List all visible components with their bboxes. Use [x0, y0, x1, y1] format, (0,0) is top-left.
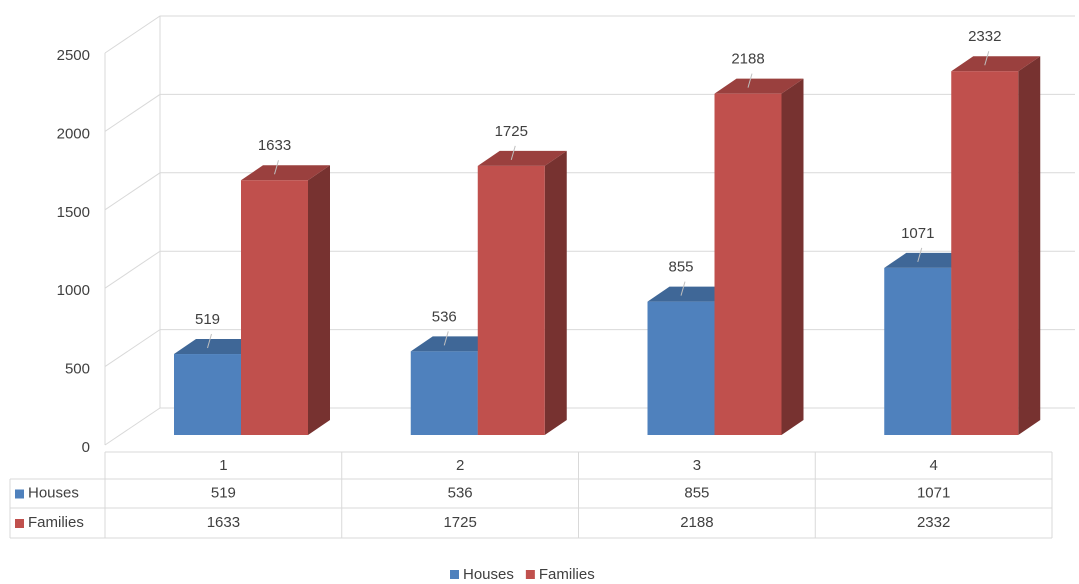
bar	[714, 93, 782, 435]
legend-label: Houses	[463, 566, 514, 583]
leader-line	[747, 73, 753, 88]
table-value: 855	[684, 484, 709, 501]
leader-line	[984, 51, 990, 66]
table-value: 1725	[443, 514, 476, 531]
x-tick-label: 4	[929, 457, 937, 474]
bar-side	[781, 78, 804, 435]
legend-key	[525, 570, 535, 579]
data-label: 1071	[901, 225, 934, 242]
y-tick-label: 1500	[57, 204, 90, 221]
legend-label: Families	[539, 566, 595, 583]
bar-top	[477, 150, 567, 166]
bar-side	[308, 165, 330, 435]
y-tick-label: 0	[82, 439, 90, 456]
table-value: 2332	[917, 514, 950, 531]
bar-top	[884, 252, 974, 268]
bar	[174, 354, 241, 435]
legend-key	[450, 570, 459, 579]
bar-top	[241, 165, 330, 181]
bar-top	[410, 336, 500, 352]
x-tick-label: 2	[456, 457, 464, 474]
data-label: 2332	[968, 28, 1001, 45]
bar-side	[544, 150, 567, 435]
bar	[241, 180, 308, 435]
data-label: 1633	[258, 137, 291, 154]
data-label: 1725	[495, 123, 528, 140]
bar	[951, 71, 1019, 435]
data-label: 2188	[731, 51, 764, 68]
x-tick-label: 1	[219, 457, 227, 474]
bar-top	[951, 56, 1041, 72]
grid-line	[104, 93, 1075, 132]
table-value: 2188	[680, 514, 713, 531]
bar-top	[647, 286, 737, 302]
data-label: 536	[432, 308, 457, 325]
table-series-name: Families	[28, 514, 84, 531]
y-tick-label: 1000	[57, 282, 90, 299]
bar	[884, 267, 952, 435]
leader-line	[510, 145, 516, 161]
table-legend-key	[15, 519, 24, 528]
grid-line	[104, 15, 1075, 54]
y-tick-label: 500	[65, 361, 90, 378]
leader-line	[274, 160, 279, 175]
bar	[647, 301, 715, 435]
table-value: 1071	[917, 484, 950, 501]
table-value: 519	[211, 484, 236, 501]
leader-line	[207, 333, 212, 349]
y-tick-label: 2000	[57, 125, 90, 142]
data-label: 855	[668, 259, 693, 276]
y-tick-label: 2500	[57, 47, 90, 64]
leader-line	[917, 247, 923, 263]
table-legend-key	[15, 489, 24, 499]
table-value: 536	[448, 484, 473, 501]
table-value: 1633	[207, 514, 240, 531]
x-tick-label: 3	[693, 457, 701, 474]
bar-top	[714, 78, 804, 94]
leader-line	[680, 281, 686, 296]
bar	[410, 351, 478, 435]
bar-top	[174, 339, 263, 355]
leader-line	[443, 331, 449, 346]
bar	[477, 165, 545, 435]
table-series-name: Houses	[28, 484, 79, 501]
bar-side	[1018, 56, 1041, 435]
data-label: 519	[195, 311, 220, 328]
